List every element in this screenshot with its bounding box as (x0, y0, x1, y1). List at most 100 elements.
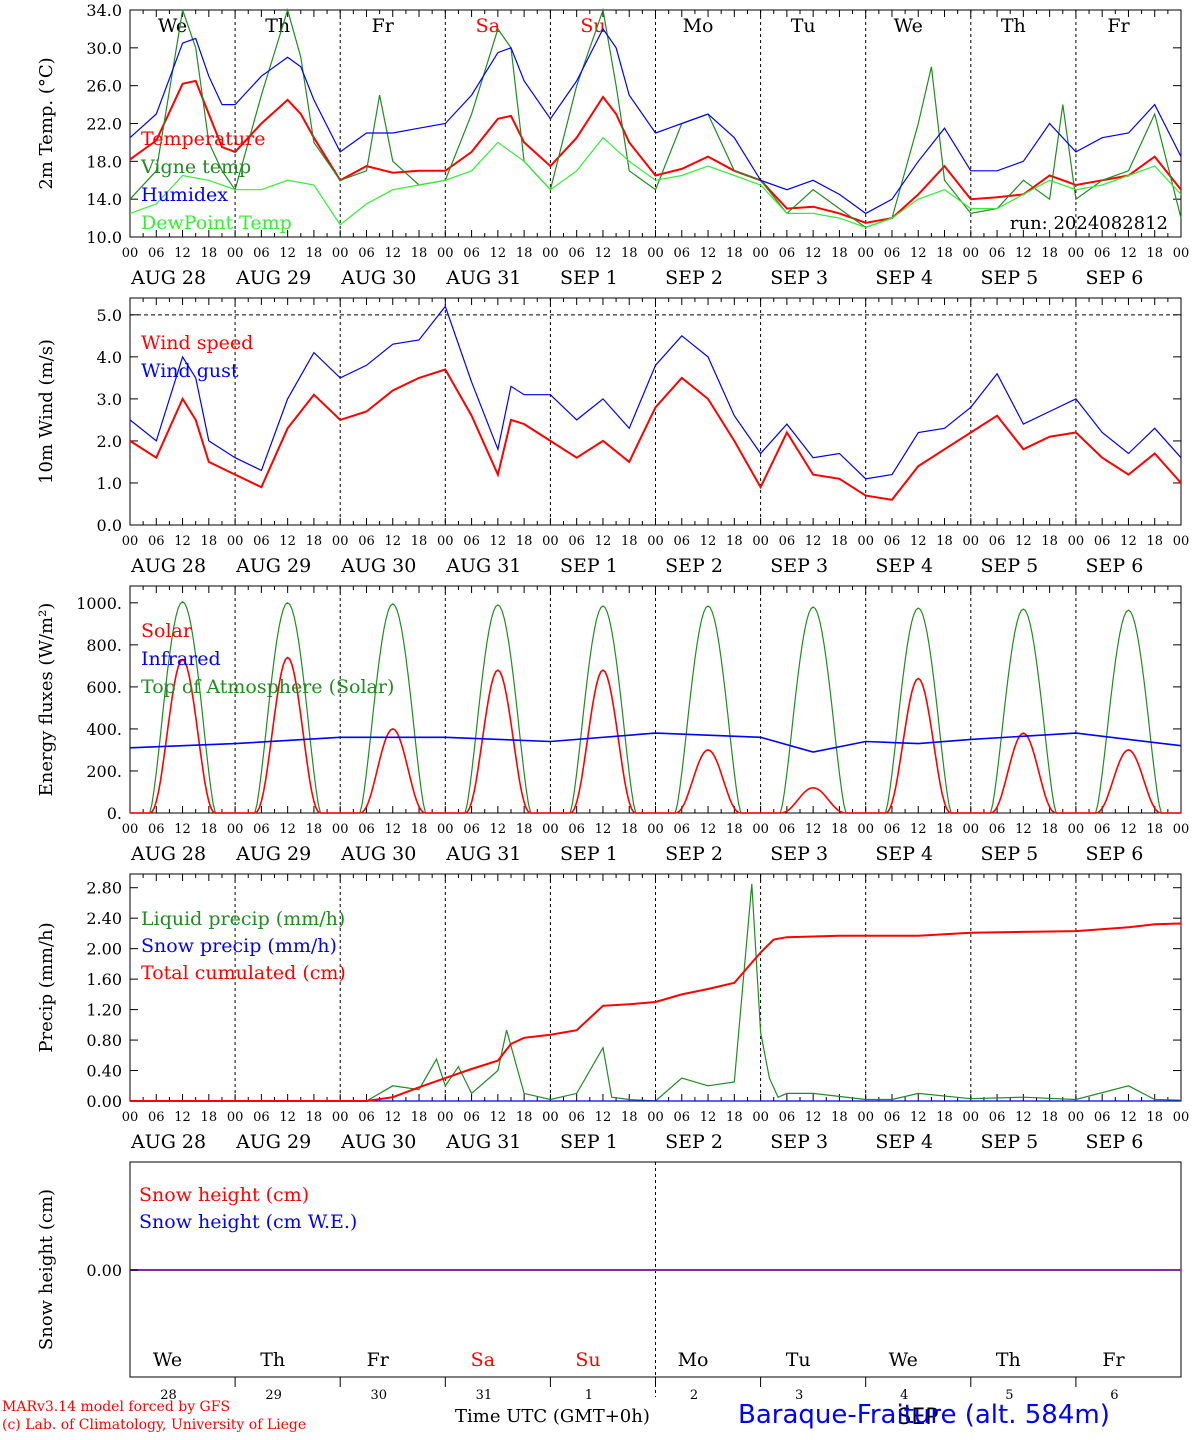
month-label: SEP (897, 1405, 938, 1430)
hour-label: 00 (1068, 246, 1085, 261)
hour-label: 06 (1094, 246, 1111, 261)
hour-label: 06 (148, 1110, 165, 1125)
date-label: SEP 6 (1086, 267, 1144, 289)
date-label: AUG 30 (340, 267, 416, 289)
hour-label: 12 (384, 534, 401, 549)
date-label: SEP 2 (665, 843, 723, 865)
y-tick-label: 14.0 (86, 190, 122, 209)
hour-label: 12 (174, 1110, 191, 1125)
y-tick-label: 4.0 (97, 348, 122, 367)
day-name-bottom: Th (260, 1349, 285, 1371)
hour-label: 00 (1068, 1110, 1085, 1125)
hour-label: 06 (779, 246, 796, 261)
hour-label: 12 (1015, 534, 1032, 549)
hour-label: 12 (279, 822, 296, 837)
day-name-top: Sa (476, 15, 500, 37)
day-number: 5 (1005, 1388, 1013, 1403)
date-label: AUG 28 (130, 1131, 206, 1153)
day-name-top: Fr (1107, 15, 1130, 37)
date-label: AUG 28 (130, 555, 206, 577)
hour-label: 06 (989, 1110, 1006, 1125)
y-tick-label: 22.0 (86, 115, 122, 134)
hour-label: 12 (805, 534, 822, 549)
hour-label: 12 (490, 534, 507, 549)
hour-label: 00 (857, 246, 874, 261)
date-label: SEP 4 (875, 267, 933, 289)
day-name-top: Th (265, 15, 290, 37)
hour-label: 00 (227, 1110, 244, 1125)
y-tick-label: 600. (86, 678, 122, 697)
date-label: AUG 31 (445, 843, 521, 865)
y-tick-label: 0.00 (86, 1092, 122, 1111)
hour-label: 18 (831, 822, 848, 837)
hour-label: 12 (384, 1110, 401, 1125)
hour-label: 18 (726, 534, 743, 549)
hour-label: 12 (700, 1110, 717, 1125)
hour-label: 00 (332, 822, 349, 837)
y-axis-label: 10m Wind (m/s) (36, 339, 57, 484)
series-blue (129, 27, 1182, 215)
hour-label: 18 (831, 1110, 848, 1125)
date-label: SEP 1 (560, 843, 618, 865)
hour-label: 00 (332, 534, 349, 549)
hour-label: 12 (174, 534, 191, 549)
y-tick-label: 0.80 (86, 1031, 122, 1050)
date-label: SEP 1 (560, 267, 618, 289)
hour-label: 12 (490, 822, 507, 837)
hour-label: 00 (963, 534, 980, 549)
footer-lab: (c) Lab. of Climatology, University of L… (2, 1417, 307, 1433)
hour-label: 00 (437, 534, 454, 549)
hour-label: 12 (910, 246, 927, 261)
hour-label: 18 (1041, 822, 1058, 837)
hour-label: 06 (463, 534, 480, 549)
legend-entry: Infrared (141, 648, 221, 670)
hour-label: 18 (936, 822, 953, 837)
hour-label: 12 (384, 246, 401, 261)
hour-label: 06 (358, 246, 375, 261)
hour-label: 06 (568, 246, 585, 261)
date-label: AUG 29 (235, 267, 311, 289)
hour-label: 06 (674, 534, 691, 549)
hour-label: 18 (621, 246, 638, 261)
day-number: 31 (476, 1388, 493, 1403)
hour-label: 06 (674, 1110, 691, 1125)
day-name-top: Su (580, 15, 605, 37)
date-label: AUG 30 (340, 1131, 416, 1153)
hour-label: 00 (647, 534, 664, 549)
date-label: SEP 3 (770, 555, 828, 577)
hour-label: 18 (936, 246, 953, 261)
y-tick-label: 0.00 (86, 1261, 122, 1280)
legend-entry: Snow height (cm) (139, 1184, 309, 1206)
hour-label: 06 (463, 1110, 480, 1125)
series-infrared (129, 732, 1182, 753)
y-axis-label: Precip (mm/h) (36, 922, 57, 1052)
run-label: run: 2024082812 (1010, 213, 1168, 234)
hour-label: 18 (306, 246, 323, 261)
hour-label: 00 (437, 822, 454, 837)
hour-label: 12 (805, 822, 822, 837)
hour-label: 12 (174, 246, 191, 261)
hour-label: 12 (910, 1110, 927, 1125)
hour-label: 00 (647, 1110, 664, 1125)
hour-label: 06 (1094, 534, 1111, 549)
hour-label: 12 (595, 534, 612, 549)
hour-label: 00 (437, 1110, 454, 1125)
hour-label: 18 (411, 1110, 428, 1125)
day-number: 28 (160, 1388, 177, 1403)
day-name-bottom: Su (575, 1349, 600, 1371)
day-name-top: We (158, 15, 187, 37)
date-label: SEP 6 (1086, 1131, 1144, 1153)
hour-label: 18 (726, 1110, 743, 1125)
date-label: SEP 2 (665, 1131, 723, 1153)
hour-label: 06 (253, 1110, 270, 1125)
hour-label: 18 (1146, 534, 1163, 549)
day-number: 29 (265, 1388, 282, 1403)
hour-label: 00 (857, 534, 874, 549)
hour-label: 18 (306, 1110, 323, 1125)
hour-label: 12 (490, 246, 507, 261)
hour-label: 18 (1041, 246, 1058, 261)
hour-label: 18 (831, 534, 848, 549)
hour-label: 00 (963, 822, 980, 837)
date-label: AUG 31 (445, 267, 521, 289)
date-label: AUG 30 (340, 843, 416, 865)
